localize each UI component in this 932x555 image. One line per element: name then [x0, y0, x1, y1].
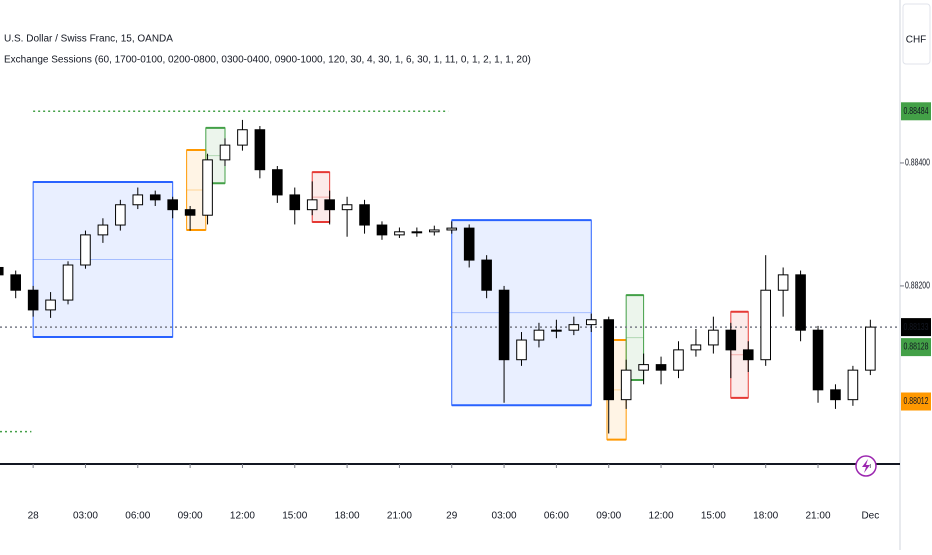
alert-bolt	[862, 459, 870, 473]
candle-body	[603, 319, 615, 401]
indicator-label: Exchange Sessions (60, 1700-0100, 0200-0…	[4, 55, 531, 66]
x-tick-label: 03:00	[73, 511, 98, 522]
candle-body	[690, 344, 702, 351]
candle-body	[184, 209, 196, 216]
x-tick-label: 06:00	[544, 511, 569, 522]
candle-body	[45, 299, 56, 311]
candle-body	[708, 329, 719, 346]
candle-body	[306, 199, 318, 211]
candle-body	[411, 231, 423, 234]
candle-body	[847, 369, 859, 401]
price-label-text: 0.88484	[904, 106, 929, 117]
price-label-text: 0.88133	[904, 322, 929, 333]
x-tick-label: 29	[446, 511, 458, 522]
candle-body	[742, 349, 754, 361]
candle-body	[149, 194, 161, 201]
price-label-text: 0.88128	[904, 342, 929, 353]
candle-body	[0, 266, 4, 276]
x-tick-label: 15:00	[282, 511, 307, 522]
candle-body	[115, 204, 126, 226]
candle-body	[568, 324, 580, 331]
candle-body	[551, 329, 562, 332]
candle-body	[865, 326, 876, 371]
candle-body	[463, 227, 475, 261]
price-label-box	[901, 338, 931, 357]
x-tick-label: 03:00	[492, 511, 517, 522]
candle-body	[777, 274, 789, 291]
x-tick-label: 09:00	[178, 511, 203, 522]
x-tick-label: 21:00	[387, 511, 412, 522]
candle-body	[10, 274, 21, 291]
candle-body	[673, 349, 684, 371]
price-label-box	[901, 102, 931, 121]
candle-body	[533, 329, 545, 341]
candle-body	[272, 169, 283, 196]
candle-body	[27, 289, 39, 311]
x-tick-label: 15:00	[701, 511, 726, 522]
x-tick-label: 06:00	[125, 511, 150, 522]
candle-body	[585, 319, 597, 326]
candle-body	[62, 264, 74, 301]
price-label-box	[901, 392, 931, 411]
price-label: 0.88128	[901, 338, 931, 357]
currency: CHF	[906, 35, 927, 46]
x-tick-label: 09:00	[596, 511, 621, 522]
candle-body	[341, 204, 353, 211]
x-tick-label: 18:00	[335, 511, 360, 522]
candle-body	[219, 144, 231, 161]
plot	[0, 110, 900, 441]
price-label: 0.88133	[901, 318, 931, 337]
candle-body	[725, 329, 737, 351]
candle-body	[795, 274, 806, 331]
candle-body	[202, 159, 213, 216]
candle-body	[289, 194, 301, 211]
price-label: 0.88484	[901, 102, 931, 121]
price-label-box	[901, 318, 931, 337]
currency-box	[902, 3, 931, 65]
x-tick-label: 21:00	[806, 511, 831, 522]
session-box	[32, 181, 174, 338]
candle-body	[132, 194, 144, 206]
candle-body	[446, 227, 458, 231]
session-box	[451, 219, 592, 406]
candle-body	[812, 329, 824, 391]
candle-body	[254, 129, 266, 171]
candle-body	[80, 234, 91, 266]
chart-title: U.S. Dollar / Swiss Franc, 15, OANDA	[4, 34, 173, 45]
candle-body	[620, 369, 632, 401]
candle-body	[376, 224, 388, 236]
x-tick-label: 28	[28, 511, 40, 522]
y-tick-label: 0.88400	[905, 158, 930, 169]
candle-body	[760, 289, 771, 361]
candle-body	[394, 231, 405, 236]
candle-body	[516, 339, 527, 361]
candle-body	[97, 224, 109, 236]
candle-body	[498, 289, 510, 361]
candle-body	[638, 364, 649, 371]
candle-body	[167, 199, 178, 211]
candle-body	[359, 204, 370, 226]
candle-body	[237, 129, 248, 146]
x-tick-label: Dec	[861, 511, 879, 522]
x-tick-label: 18:00	[753, 511, 778, 522]
candle-body	[429, 229, 440, 233]
candle-body	[830, 389, 841, 401]
x-tick-label: 12:00	[649, 511, 674, 522]
candle-body	[481, 259, 492, 291]
price-label-text: 0.88012	[904, 396, 929, 407]
candle-body	[324, 199, 335, 211]
candle-body	[655, 364, 667, 371]
price-label: 0.88012	[901, 392, 931, 411]
y-tick-label: 0.88200	[905, 281, 930, 292]
x-tick-label: 12:00	[230, 511, 255, 522]
